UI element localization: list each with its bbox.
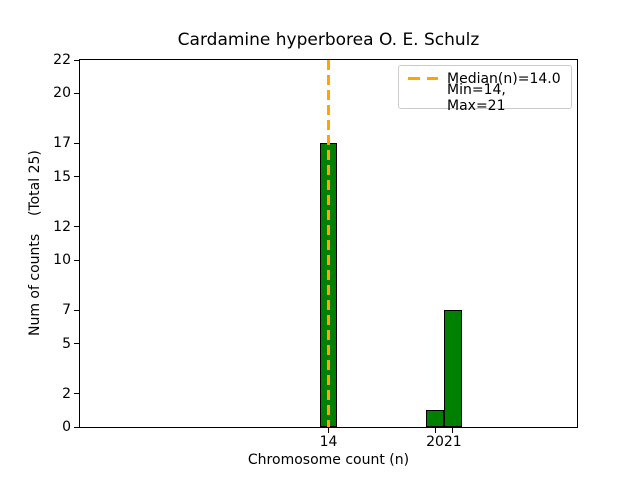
median-dashed-line-swatch <box>408 77 438 80</box>
x-tick <box>328 428 329 433</box>
legend-median-label: Median(n)=14.0 <box>447 70 561 87</box>
x-tick <box>452 428 454 433</box>
x-tick-label: 21 <box>443 434 462 450</box>
y-tick-label: 5 <box>62 335 71 352</box>
y-tick-label: 0 <box>62 419 71 435</box>
y-tick-label: 15 <box>53 168 71 185</box>
bar-x21 <box>443 310 462 427</box>
x-tick-label: 20 <box>426 434 444 450</box>
y-tick <box>74 226 79 228</box>
x-tick <box>434 428 436 433</box>
y-tick <box>74 259 79 261</box>
y-tick-label: 17 <box>53 135 71 152</box>
y-tick <box>74 176 79 178</box>
chart-title: Cardamine hyperborea O. E. Schulz <box>177 30 480 50</box>
legend-entry-median: Median(n)=14.0 <box>408 69 563 88</box>
legend-minmax-label: Min=14, Max=21 <box>447 81 506 114</box>
y-tick <box>74 343 79 345</box>
x-tick-label: 14 <box>319 434 338 450</box>
y-tick <box>74 142 79 144</box>
y-tick-label: 20 <box>53 85 71 102</box>
y-tick <box>74 309 79 311</box>
y-tick-label: 2 <box>62 385 71 402</box>
median-line <box>327 60 330 427</box>
y-tick <box>74 92 79 94</box>
y-axis-label: Num of counts (Total 25) <box>27 150 43 337</box>
x-axis-label: Chromosome count (n) <box>247 452 410 468</box>
legend-entry-minmax: Min=14, Max=21 <box>408 82 563 114</box>
y-tick-label: 7 <box>62 302 71 319</box>
legend-empty-swatch <box>408 96 438 99</box>
y-tick-label: 22 <box>53 52 71 68</box>
y-tick <box>74 59 79 61</box>
y-tick-label: 12 <box>53 218 71 235</box>
y-tick <box>74 393 79 395</box>
legend: Median(n)=14.0 Min=14, Max=21 <box>398 65 572 114</box>
bar-x20 <box>426 410 444 427</box>
y-tick <box>74 426 79 428</box>
y-tick-label: 10 <box>53 252 71 269</box>
